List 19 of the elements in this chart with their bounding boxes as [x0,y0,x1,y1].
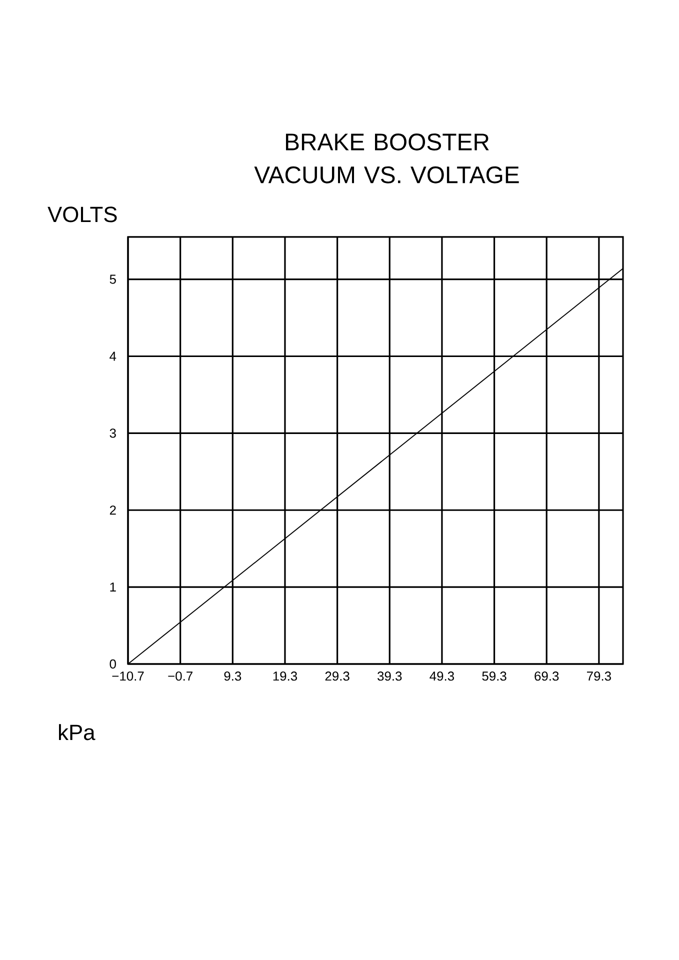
x-tick-label: −0.7 [168,672,192,681]
x-tick-label: 9.3 [224,672,242,681]
x-tick-label: −10.7 [112,672,144,681]
y-tick-label: 2 [110,506,116,515]
x-tick-label: 59.3 [482,672,506,681]
x-tick-label: 39.3 [378,672,402,681]
x-tick-label: 29.3 [325,672,350,681]
y-tick-label: 4 [110,352,116,361]
y-tick-label: 1 [110,582,116,592]
y-axis-title: VOLTS [48,206,117,222]
x-axis-title: kPa [59,724,96,740]
y-tick-label: 0 [110,659,116,669]
y-tick-label: 5 [110,274,116,284]
x-tick-label: 19.3 [273,672,298,681]
x-tick-label: 69.3 [534,672,559,681]
y-tick-label: 3 [110,428,116,438]
x-tick-label: 49.3 [430,672,454,681]
chart-title: BRAKE BOOSTER VACUUM VS. VOLTAGE [254,134,519,184]
x-tick-label: 79.3 [587,672,611,681]
